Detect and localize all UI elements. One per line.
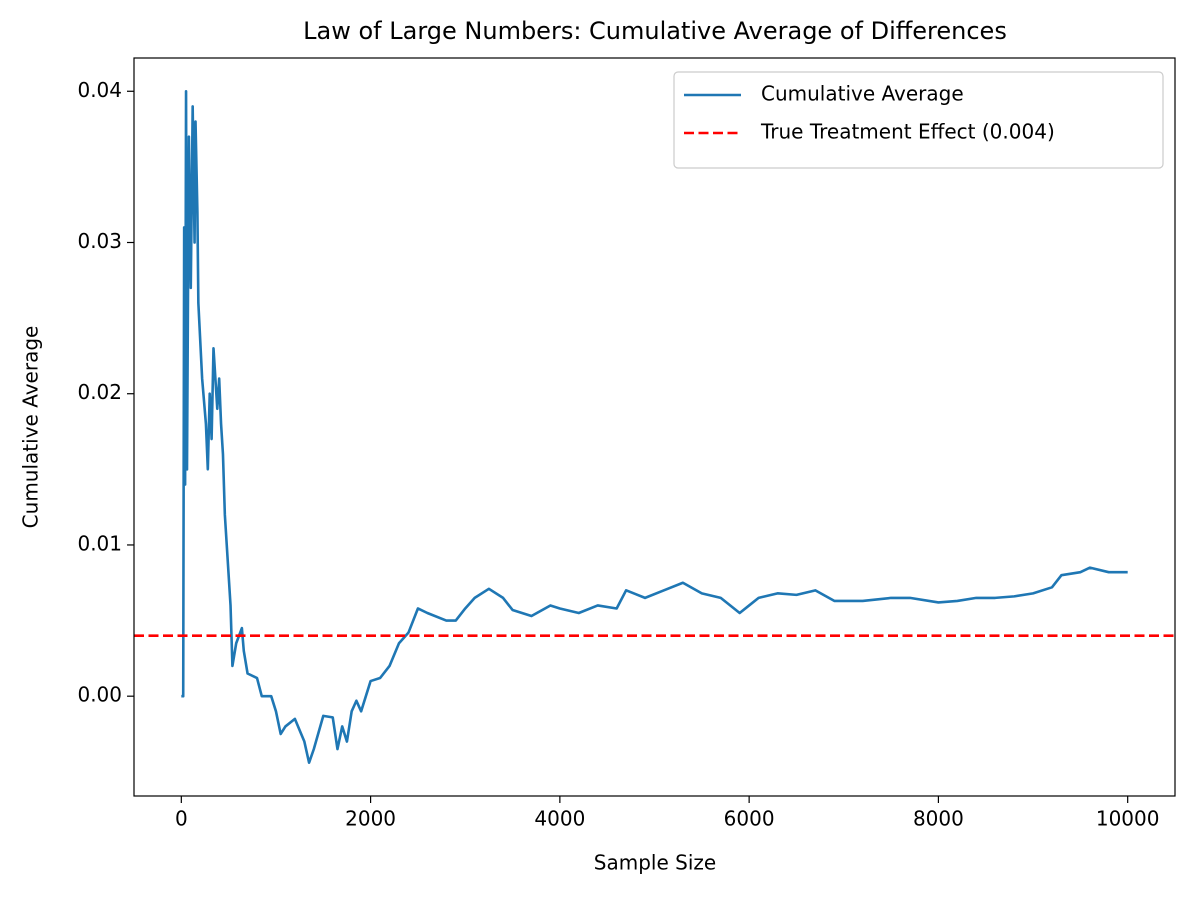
plot-frame	[133, 57, 1176, 797]
y-tick-label: 0.02	[77, 380, 122, 404]
chart-title: Law of Large Numbers: Cumulative Average…	[303, 17, 1007, 45]
data-line	[181, 89, 1128, 765]
legend-box	[673, 71, 1164, 169]
y-tick-label: 0.01	[77, 531, 122, 555]
x-tick-label: 4000	[534, 807, 585, 831]
x-tick-label: 2000	[345, 807, 396, 831]
x-tick-label: 0	[175, 807, 188, 831]
y-tick-label: 0.03	[77, 229, 122, 253]
x-tick-label: 8000	[913, 807, 964, 831]
x-axis-label: Sample Size	[594, 851, 716, 875]
y-tick-label: 0.00	[77, 683, 122, 707]
legend-label: True Treatment Effect (0.004)	[760, 120, 1055, 144]
x-tick-label: 6000	[724, 807, 775, 831]
legend-label: Cumulative Average	[761, 82, 964, 106]
y-axis-label: Cumulative Average	[19, 326, 43, 529]
x-tick-label: 10000	[1096, 807, 1160, 831]
y-tick-label: 0.04	[77, 78, 122, 102]
